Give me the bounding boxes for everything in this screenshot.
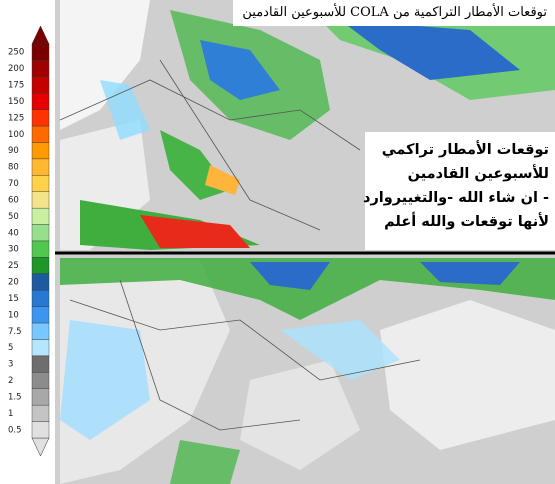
border (59, 59, 421, 431)
clear-area (240, 360, 360, 470)
colorbar-label: 25 (8, 261, 19, 271)
colorbar-swatch (31, 224, 50, 242)
colorbar: 2502001751501251009080706050403025201510… (8, 43, 50, 439)
colorbar-label: 1.5 (8, 392, 22, 402)
colorbar-label: 40 (8, 228, 19, 238)
colorbar-swatch (31, 290, 50, 307)
colorbar-swatch (31, 306, 50, 324)
colorbar-swatch (31, 60, 50, 78)
colorbar-swatch (31, 372, 50, 389)
colorbar-label: 150 (8, 97, 24, 107)
colorbar-swatch (31, 404, 50, 422)
colorbar-label: 3 (8, 360, 13, 370)
rain-area (170, 440, 240, 484)
colorbar-label: 50 (8, 212, 19, 222)
colorbar-label: 7.5 (8, 327, 22, 337)
colorbar-label: 2 (8, 376, 13, 386)
colorbar-label: 15 (8, 294, 19, 304)
note-box: توقعات الأمطار تراكمي للأسبوعين القادمين… (363, 132, 555, 250)
colorbar-swatch (31, 322, 50, 340)
colorbar-swatch (31, 207, 50, 225)
colorbar-label: 0.5 (8, 425, 22, 435)
colorbar-label: 90 (8, 146, 19, 156)
colorbar-label: 10 (8, 310, 19, 320)
colorbar-label: 200 (8, 64, 24, 74)
colorbar-swatch (31, 355, 50, 373)
colorbar-label: 100 (8, 130, 24, 140)
rain-area (205, 165, 240, 195)
rain-area (140, 215, 250, 248)
colorbar-label: 125 (8, 113, 24, 123)
colorbar-swatch (31, 388, 50, 406)
note-line: توقعات الأمطار تراكمي (381, 142, 549, 158)
title: توقعات الأمطار التراكمية من COLA للأسبوع… (233, 0, 555, 26)
colorbar-swatch (31, 257, 50, 275)
rain-area (200, 40, 280, 100)
colorbar-swatch (31, 142, 50, 160)
colorbar-swatch (31, 76, 50, 94)
colorbar-label: 1 (8, 409, 13, 419)
colorbar-label: 70 (8, 179, 19, 189)
note-line: للأسبوعين القادمين (407, 166, 549, 182)
colorbar-swatch (31, 240, 50, 258)
colorbar-swatch (31, 93, 50, 110)
colorbar-swatch (31, 158, 50, 176)
note-line: - ان شاء الله -والتغييروارد (363, 190, 549, 206)
colorbar-swatch (31, 339, 50, 357)
rain-area (250, 262, 330, 290)
colorbar-label: 5 (8, 343, 13, 353)
colorbar-label: 30 (8, 245, 19, 255)
colorbar-label: 80 (8, 163, 19, 173)
colorbar-swatch (31, 175, 50, 192)
rain-area (280, 320, 400, 380)
colorbar-label: 175 (8, 81, 24, 91)
clear-area (380, 300, 555, 450)
colorbar-label: 20 (8, 278, 19, 288)
rain-area (340, 20, 520, 80)
colorbar-swatch (31, 273, 50, 291)
colorbar-swatch (31, 125, 50, 143)
rain-area (100, 80, 150, 140)
colorbar-swatch (31, 421, 50, 439)
colorbar-label: 60 (8, 195, 19, 205)
rain-area (420, 262, 520, 285)
rain-area (60, 320, 150, 440)
colorbar-swatch (31, 109, 50, 127)
colorbar-label: 250 (8, 48, 24, 58)
clear-area (60, 0, 150, 130)
colorbar-swatch (31, 43, 50, 61)
note-line: لأنها توقعات والله أعلم (384, 214, 549, 230)
colorbar-swatch (31, 191, 50, 209)
